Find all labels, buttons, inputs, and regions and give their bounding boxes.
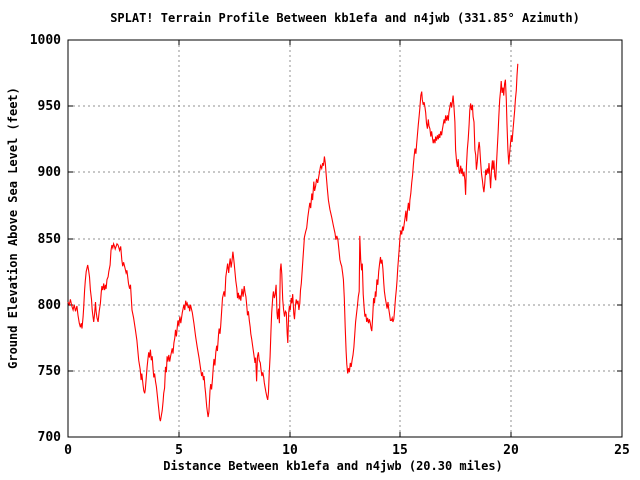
y-axis-label: Ground Elevation Above Sea Level (feet): [6, 87, 20, 369]
plot-border: [67, 39, 623, 438]
y-tick-label: 1000: [30, 33, 61, 48]
x-tick-label: 25: [614, 443, 630, 458]
x-tick-labels: 0 5 10 15 20 25: [64, 443, 630, 458]
y-tick-label: 750: [38, 364, 62, 379]
x-tick-label: 15: [392, 443, 408, 458]
y-tick-label: 700: [38, 430, 62, 445]
x-tick-label: 10: [282, 443, 298, 458]
y-tick-label: 850: [38, 232, 62, 247]
y-tick-label: 900: [38, 165, 62, 180]
x-tick-label: 5: [175, 443, 183, 458]
x-axis-label: Distance Between kb1efa and n4jwb (20.30…: [163, 459, 503, 473]
chart-title: SPLAT! Terrain Profile Between kb1efa an…: [110, 11, 580, 25]
x-tick-label: 20: [503, 443, 519, 458]
y-tick-labels: 700 750 800 850 900 950 1000: [30, 33, 61, 445]
terrain-line: [67, 63, 519, 422]
y-tick-label: 800: [38, 298, 62, 313]
x-tick-label: 0: [64, 443, 72, 458]
y-tick-label: 950: [38, 99, 62, 114]
grid-lines: [68, 40, 622, 437]
